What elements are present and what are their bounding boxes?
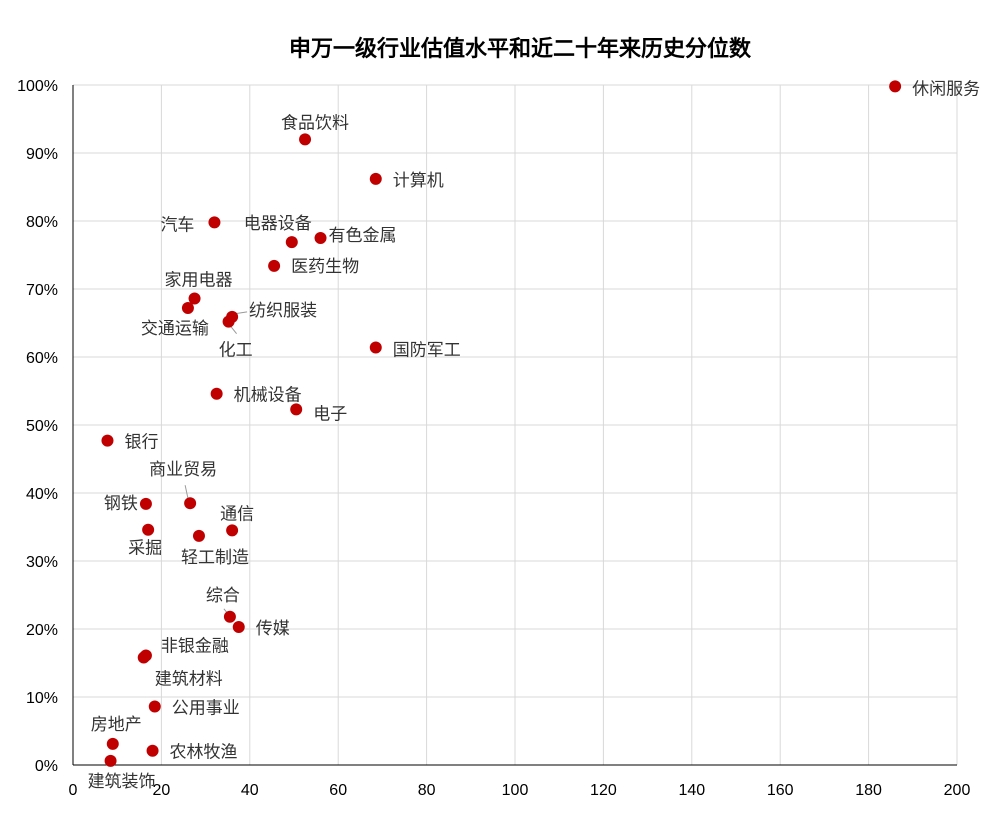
point-label: 公用事业 [172, 699, 240, 719]
x-tick-label: 140 [678, 782, 705, 799]
data-point [268, 259, 281, 272]
data-point [192, 529, 205, 542]
x-tick-label: 180 [855, 782, 882, 799]
data-point [146, 744, 159, 757]
data-point [106, 737, 119, 750]
data-point [369, 341, 382, 354]
point-label: 银行 [124, 433, 158, 453]
point-label: 钢铁 [104, 494, 138, 514]
point-label: 建筑装饰 [88, 772, 156, 792]
x-tick-label: 80 [418, 782, 436, 799]
data-point [139, 497, 152, 510]
chart-title: 申万一级行业估值水平和近二十年来历史分位数 [289, 36, 752, 62]
data-point [181, 302, 194, 315]
axes [72, 85, 957, 766]
data-points [101, 80, 902, 767]
point-label: 传媒 [256, 619, 290, 639]
point-label: 非银金融 [161, 637, 229, 657]
y-tick-label: 30% [26, 554, 58, 571]
data-point [222, 315, 235, 328]
point-label: 交通运输 [141, 319, 209, 339]
grid [73, 84, 958, 765]
y-tick-label: 0% [35, 758, 58, 775]
point-label: 休闲服务 [912, 79, 980, 99]
data-point [101, 434, 114, 447]
point-label: 食品饮料 [281, 113, 349, 133]
y-tick-label: 70% [26, 282, 58, 299]
point-label: 商业贸易 [149, 460, 217, 480]
data-point [314, 232, 327, 244]
x-tick-label: 100 [502, 782, 529, 799]
point-label: 化工 [219, 341, 253, 361]
point-label: 计算机 [393, 171, 444, 191]
point-label: 医药生物 [291, 257, 359, 277]
x-tick-label: 0 [69, 782, 78, 799]
point-label: 轻工制造 [181, 548, 249, 568]
tick-labels: 0% 10% 20% 30% 40% 50% 60% 70% 80% 90% 100% 0 20 40 60… [17, 78, 970, 799]
x-tick-label: 160 [767, 782, 794, 799]
point-label: 电子 [313, 404, 347, 424]
point-label: 有色金属 [329, 226, 397, 246]
y-tick-label: 20% [26, 622, 58, 639]
y-tick-label: 100% [17, 78, 58, 95]
data-point [142, 523, 155, 536]
data-point [148, 700, 161, 713]
point-label: 房地产 [91, 715, 142, 735]
data-point [184, 497, 197, 510]
point-label: 纺织服装 [249, 301, 317, 321]
data-point [208, 216, 221, 229]
x-tick-label: 200 [944, 782, 971, 799]
point-label: 机械设备 [234, 386, 302, 406]
x-tick-label: 40 [241, 782, 259, 799]
data-point [299, 133, 312, 146]
y-tick-label: 80% [26, 214, 58, 231]
y-tick-label: 10% [26, 690, 58, 707]
data-point [226, 524, 239, 537]
point-label: 汽车 [160, 215, 194, 235]
data-point [889, 80, 902, 93]
point-label: 家用电器 [165, 271, 233, 291]
data-point [290, 403, 303, 416]
point-label: 国防军工 [393, 340, 461, 360]
data-point [210, 387, 223, 400]
point-label: 建筑材料 [155, 670, 223, 690]
y-tick-label: 60% [26, 350, 58, 367]
y-tick-label: 40% [26, 486, 58, 503]
data-point [188, 292, 201, 305]
point-label: 综合 [206, 586, 240, 606]
point-label: 农林牧渔 [170, 743, 238, 763]
y-tick-label: 50% [26, 418, 58, 435]
point-label: 电器设备 [244, 214, 312, 234]
x-tick-label: 120 [590, 782, 617, 799]
data-point [223, 610, 236, 623]
data-point [137, 651, 150, 664]
x-tick-label: 20 [153, 782, 171, 799]
x-tick-label: 60 [329, 782, 347, 799]
data-point [104, 754, 117, 767]
leader-line [184, 485, 189, 500]
y-tick-label: 90% [26, 146, 58, 163]
point-label: 通信 [220, 504, 254, 524]
data-point [232, 620, 245, 633]
point-label: 采掘 [128, 539, 162, 559]
data-point [285, 236, 298, 249]
data-point [369, 172, 382, 185]
